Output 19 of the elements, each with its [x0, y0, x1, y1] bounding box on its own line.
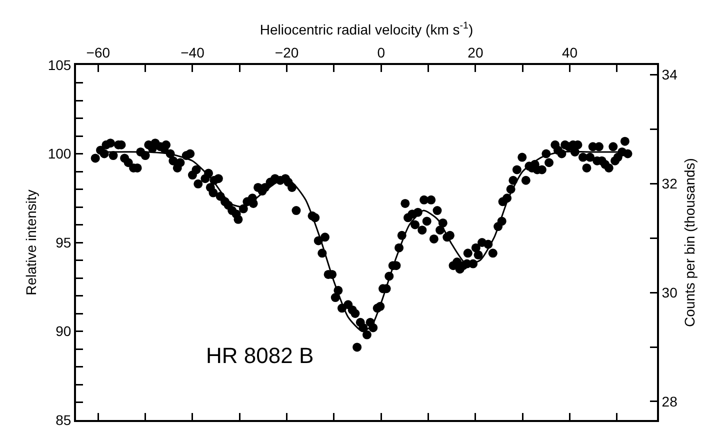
y-tick-label: 85	[56, 412, 72, 428]
y2-axis-title: Counts per bin (thousands)	[681, 158, 698, 327]
x-tick-label: −40	[180, 44, 205, 60]
y2-tick-label: 28	[662, 393, 678, 410]
x-tick-label: 40	[562, 44, 578, 60]
y-tick-label: 95	[56, 234, 72, 250]
y-tick-label: 100	[48, 146, 72, 162]
x-tick-label: 20	[468, 44, 484, 60]
x-tick-label: −60	[86, 44, 110, 60]
y2-tick-label: 34	[662, 66, 678, 83]
x-tick-label: −20	[274, 44, 299, 60]
y-tick-label: 105	[48, 56, 72, 73]
x-axis-title: Heliocentric radial velocity (km s$^{-1}$)	[260, 20, 474, 38]
y-axis-title: Relative intensity	[22, 190, 39, 296]
annotation: HR 8082 B	[206, 343, 314, 368]
y-tick-label: 90	[56, 323, 72, 340]
y2-tick-label: 30	[662, 284, 678, 300]
x-tick-label: 0	[377, 44, 386, 60]
y2-tick-label: 32	[662, 176, 678, 192]
